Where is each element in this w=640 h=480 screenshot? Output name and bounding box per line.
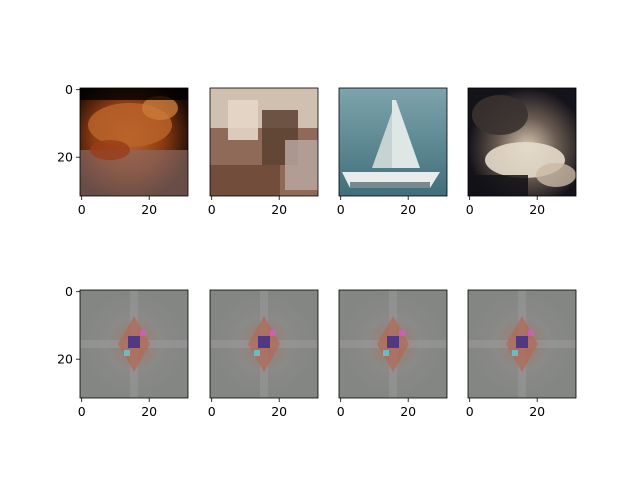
subplot-0-1: [210, 88, 318, 196]
x-tick-label: 0: [78, 202, 86, 217]
noise-pattern-image: [210, 290, 318, 398]
sailboat-image: [339, 88, 447, 196]
x-tick-label: 20: [271, 404, 287, 419]
x-tick-label: 20: [141, 202, 157, 217]
axes-frame: [467, 87, 577, 197]
subplot-1-1: [210, 290, 318, 398]
axes-layer: 0 20 0 20 0 20 0 20 0 20 0 20 0 20 0 20 0 20 0 20: [57, 82, 577, 419]
x-tick-label: 0: [337, 404, 345, 419]
axes-frame: [467, 289, 577, 399]
axes-1-0: 0 20 0 20: [57, 284, 189, 419]
axes-0-1: 0 20: [208, 87, 319, 217]
axes-frame: [79, 87, 189, 197]
axes-1-2: 0 20: [337, 289, 448, 419]
subplot-0-2: [339, 88, 447, 196]
axes-frame: [209, 289, 319, 399]
y-tick-label: 0: [65, 82, 73, 97]
x-tick-label: 20: [271, 202, 287, 217]
x-tick-label: 0: [78, 404, 86, 419]
x-tick-label: 0: [208, 404, 216, 419]
x-tick-label: 20: [529, 404, 545, 419]
x-tick-label: 0: [208, 202, 216, 217]
axes-0-2: 0 20: [337, 87, 448, 217]
subplot-1-3: [468, 290, 576, 398]
indoor-scene-image: [210, 88, 318, 196]
axes-1-1: 0 20: [208, 289, 319, 419]
axes-0-0: 0 20 0 20: [57, 82, 189, 217]
x-tick-label: 0: [466, 202, 474, 217]
noise-pattern-image: [80, 290, 188, 398]
y-tick-label: 20: [57, 352, 73, 367]
cat-image: [468, 88, 576, 196]
axes-frame: [209, 87, 319, 197]
subplot-1-2: [339, 290, 447, 398]
axes-frame: [79, 289, 189, 399]
x-tick-label: 0: [466, 404, 474, 419]
frog-image: [80, 88, 188, 196]
noise-pattern-image: [468, 290, 576, 398]
axes-0-3: 0 20: [466, 87, 577, 217]
x-tick-label: 20: [400, 202, 416, 217]
x-tick-label: 20: [141, 404, 157, 419]
subplot-1-0: [80, 290, 188, 398]
y-tick-label: 20: [57, 150, 73, 165]
subplot-0-0: [80, 88, 188, 196]
y-tick-label: 0: [65, 284, 73, 299]
axes-frame: [338, 289, 448, 399]
axes-frame: [338, 87, 448, 197]
x-tick-label: 0: [337, 202, 345, 217]
x-tick-label: 20: [529, 202, 545, 217]
x-tick-label: 20: [400, 404, 416, 419]
axes-1-3: 0 20: [466, 289, 577, 419]
noise-pattern-image: [339, 290, 447, 398]
subplot-0-3: [468, 88, 576, 196]
